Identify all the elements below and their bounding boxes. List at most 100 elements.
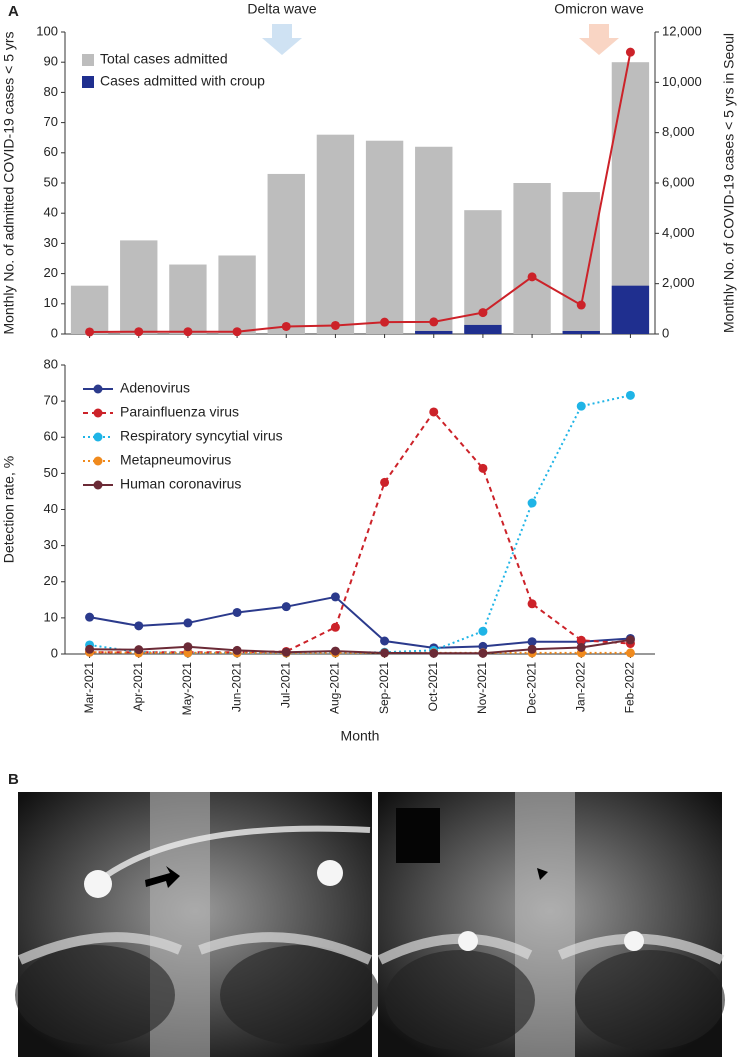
legend-marker <box>93 456 103 466</box>
point <box>576 642 586 652</box>
wave-arrow <box>579 24 619 55</box>
y-tick-label: 30 <box>44 537 58 552</box>
point <box>478 641 488 651</box>
panel-label: B <box>8 771 19 788</box>
point <box>330 622 340 632</box>
bar <box>562 330 600 334</box>
legend-swatch <box>82 54 94 66</box>
x-tick-label: Jun-2021 <box>229 662 243 712</box>
point <box>85 644 95 654</box>
legend-label: Adenovirus <box>120 380 190 396</box>
point <box>625 635 635 645</box>
bar <box>415 146 453 334</box>
point <box>380 636 390 646</box>
line <box>89 595 631 649</box>
legend-swatch <box>82 76 94 88</box>
x-tick-label: Apr-2021 <box>131 662 145 712</box>
y-tick-label: 10 <box>44 609 58 624</box>
y2-tick-label: 12,000 <box>662 23 702 38</box>
y-tick-label: 20 <box>44 265 58 280</box>
point <box>380 477 390 487</box>
y2-tick-label: 8,000 <box>662 124 695 139</box>
y-tick-label: 30 <box>44 235 58 250</box>
point <box>380 317 390 327</box>
y-tick-label: 60 <box>44 144 58 159</box>
panel-label: A <box>8 3 19 20</box>
y2-tick-label: 2,000 <box>662 275 695 290</box>
bar <box>464 324 502 334</box>
legend-label: Parainfluenza virus <box>120 404 239 420</box>
bar <box>513 183 551 334</box>
y-axis-label: Monthly No. of admitted COVID-19 cases <… <box>1 31 17 334</box>
point <box>134 645 144 655</box>
point <box>478 648 488 658</box>
bar <box>611 285 650 334</box>
x-tick-label: Feb-2022 <box>623 662 637 714</box>
point <box>625 648 635 658</box>
y2-axis-label: Monthly No. of COVID-19 cases < 5 yrs in… <box>721 33 737 333</box>
bar <box>70 285 109 334</box>
line <box>89 51 632 333</box>
bar <box>218 255 256 334</box>
y-tick-label: 100 <box>36 23 58 38</box>
point <box>281 647 291 657</box>
y2-tick-label: 6,000 <box>662 174 695 189</box>
point <box>429 648 439 658</box>
y2-tick-label: 10,000 <box>662 74 702 89</box>
point <box>478 626 488 636</box>
point <box>380 648 390 658</box>
annotation: Delta wave <box>247 1 316 17</box>
y-tick-label: 40 <box>44 205 58 220</box>
point <box>281 321 291 331</box>
point <box>330 592 340 602</box>
y-tick-label: 40 <box>44 501 58 516</box>
point <box>183 327 193 337</box>
bar <box>365 140 404 334</box>
xray-left <box>15 792 380 1057</box>
bar <box>267 173 305 334</box>
point <box>330 646 340 656</box>
x-tick-label: Mar-2021 <box>82 662 96 714</box>
point <box>527 272 537 282</box>
y-tick-label: 80 <box>44 84 58 99</box>
point <box>183 642 193 652</box>
y-tick-label: 10 <box>44 295 58 310</box>
y-tick-label: 70 <box>44 114 58 129</box>
legend-marker <box>93 480 103 490</box>
legend-label: Total cases admitted <box>100 51 228 67</box>
y-axis-label: Detection rate, % <box>1 456 17 563</box>
x-tick-label: Sep-2021 <box>377 662 391 714</box>
y-tick-label: 70 <box>44 393 58 408</box>
point <box>232 327 242 337</box>
point <box>478 463 488 473</box>
point <box>527 644 537 654</box>
line <box>89 638 631 655</box>
x-tick-label: Jul-2021 <box>278 662 292 708</box>
point <box>625 390 635 400</box>
point <box>134 621 144 631</box>
x-axis-label: Month <box>341 728 380 744</box>
point <box>330 320 340 330</box>
point <box>625 47 635 57</box>
x-tick-label: Oct-2021 <box>426 662 440 712</box>
point <box>576 300 586 310</box>
point <box>478 308 488 318</box>
legend-marker <box>93 408 103 418</box>
point <box>527 599 537 609</box>
wave-arrow <box>262 24 302 55</box>
y-tick-label: 60 <box>44 429 58 444</box>
point <box>281 602 291 612</box>
legend-label: Cases admitted with croup <box>100 73 265 89</box>
y-tick-label: 20 <box>44 573 58 588</box>
bar <box>316 134 355 334</box>
x-tick-label: Nov-2021 <box>475 662 489 714</box>
legend-label: Respiratory syncytial virus <box>120 428 283 444</box>
point <box>429 407 439 417</box>
legend-label: Metapneumovirus <box>120 452 231 468</box>
point <box>134 327 144 337</box>
point <box>183 618 193 628</box>
y-tick-label: 0 <box>51 325 58 340</box>
line <box>89 410 631 654</box>
point <box>232 645 242 655</box>
